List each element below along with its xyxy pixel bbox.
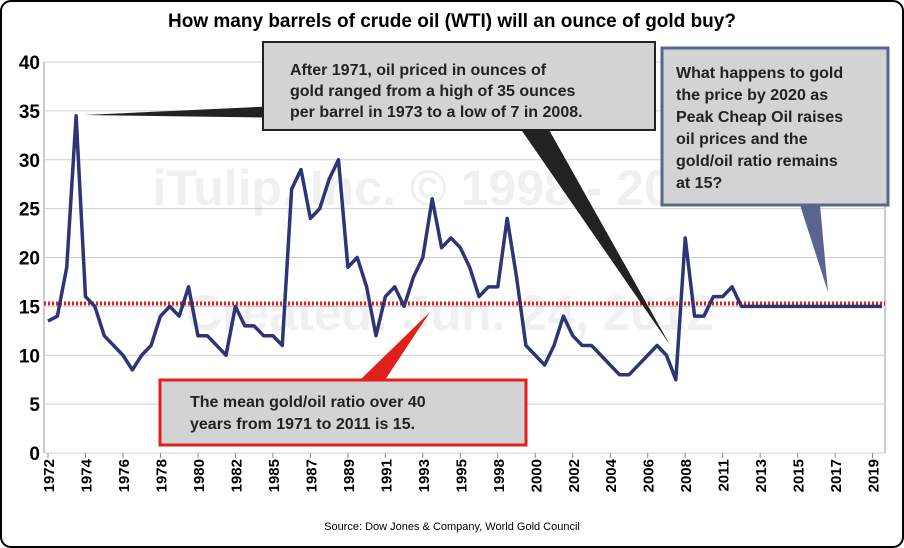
source: Source: Dow Jones & Company, World Gold … xyxy=(324,521,580,533)
y-tick-label: 10 xyxy=(19,346,40,367)
annotation: The mean gold/oil ratio over 40 xyxy=(190,394,426,411)
x-tick-label: 1998 xyxy=(491,459,508,492)
x-tick-label: 2008 xyxy=(678,459,695,492)
annotation: Peak Cheap Oil raises xyxy=(676,109,843,126)
y-tick-label: 35 xyxy=(19,102,41,123)
x-tick-label: 2011 xyxy=(716,459,733,492)
y-tick-label: 15 xyxy=(19,297,41,318)
x-tick-label: 1978 xyxy=(153,459,170,492)
annotation: per barrel in 1973 to a low of 7 in 2008… xyxy=(290,104,583,121)
y-tick-label: 5 xyxy=(29,395,40,416)
annotation: gold ranged from a high of 35 ounces xyxy=(290,83,575,100)
annotation: oil prices and the xyxy=(676,131,808,148)
x-tick-label: 1993 xyxy=(416,459,433,492)
x-tick-label: 2002 xyxy=(566,459,583,492)
callout-box xyxy=(660,46,890,207)
y-tick-label: 30 xyxy=(19,151,40,172)
x-tick-label: 1976 xyxy=(116,459,133,492)
x-tick-label: 2019 xyxy=(866,459,883,492)
x-tick-label: 2017 xyxy=(828,459,845,492)
callout-box xyxy=(262,41,656,131)
y-tick-label: 25 xyxy=(19,200,41,221)
chart-title: How many barrels of crude oil (WTI) will… xyxy=(168,11,736,32)
y-tick-label: 40 xyxy=(19,53,40,74)
x-tick-label: 2015 xyxy=(791,459,808,492)
y-tick-label: 20 xyxy=(19,249,40,270)
x-tick-label: 1972 xyxy=(41,459,58,492)
x-tick-label: 1985 xyxy=(266,459,283,492)
x-tick-label: 1991 xyxy=(378,459,395,492)
x-tick-label: 1982 xyxy=(228,459,245,492)
x-tick-label: 1987 xyxy=(303,459,320,492)
annotation: What happens to gold xyxy=(676,65,843,82)
callout-pointer xyxy=(84,105,300,118)
x-tick-label: 1989 xyxy=(341,459,358,492)
x-tick-label: 2004 xyxy=(603,458,620,492)
x-tick-label: 2000 xyxy=(528,459,545,492)
annotation: the price by 2020 as xyxy=(676,87,828,104)
callout-pointer xyxy=(800,205,828,292)
series-line xyxy=(47,114,882,382)
callout-box xyxy=(158,378,528,447)
annotation: After 1971, oil priced in ounces of xyxy=(290,62,547,79)
x-tick-label: 1974 xyxy=(78,458,95,492)
callout-pointer xyxy=(520,128,670,345)
watermark: Created: Jun. 24, 2012 xyxy=(186,285,714,341)
y-tick-label: 0 xyxy=(29,444,40,465)
x-tick-label: 2006 xyxy=(641,459,658,492)
x-tick-label: 1995 xyxy=(453,459,470,492)
annotation: years from 1971 to 2011 is 15. xyxy=(190,416,415,433)
watermark: iTulip, Inc. © 1998 - 2012 xyxy=(152,160,727,216)
callout-pointer xyxy=(360,312,430,380)
annotation: at 15? xyxy=(676,175,722,192)
x-tick-label: 1980 xyxy=(191,459,208,492)
x-tick-label: 2013 xyxy=(753,459,770,492)
annotation: gold/oil ratio remains xyxy=(676,153,838,170)
